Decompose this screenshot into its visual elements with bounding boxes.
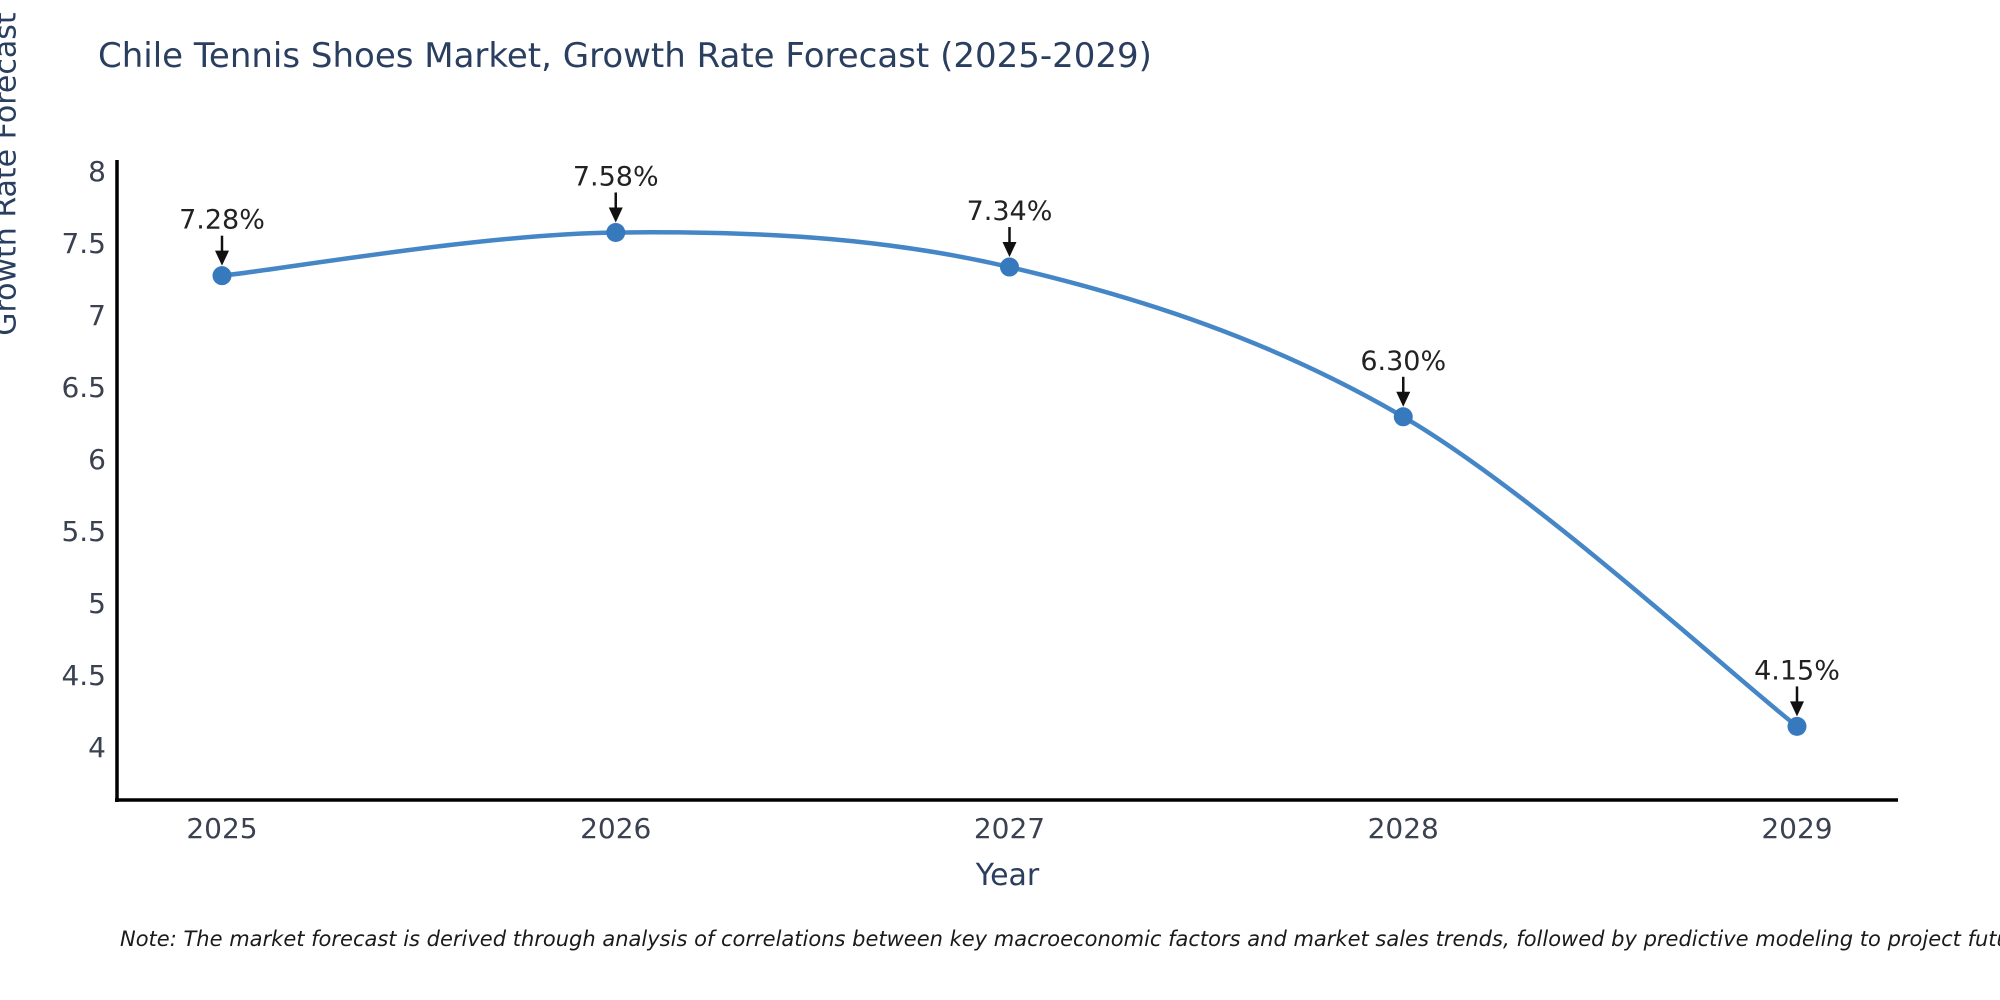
data-point-marker (606, 222, 626, 242)
x-tick-label: 2025 (186, 812, 257, 845)
data-point-label: 4.15% (1754, 655, 1840, 686)
annotation-arrowhead-icon (1396, 391, 1411, 407)
y-tick-label: 4.5 (61, 659, 106, 692)
data-point-marker (1393, 407, 1413, 427)
annotation-arrowhead-icon (608, 207, 623, 223)
y-axis-title: Growth Rate Forecast (0, 12, 24, 336)
data-point-label: 7.34% (967, 196, 1053, 227)
y-tick-label: 8 (88, 155, 106, 188)
y-tick-label: 7.5 (61, 227, 106, 260)
y-tick-label: 4 (88, 731, 106, 764)
y-tick-label: 5.5 (61, 515, 106, 548)
x-axis-title: Year (975, 858, 1040, 893)
y-tick-label: 5 (88, 587, 106, 620)
x-tick-label: 2028 (1368, 812, 1439, 845)
data-point-label: 7.58% (573, 161, 659, 192)
chart-title: Chile Tennis Shoes Market, Growth Rate F… (98, 36, 1152, 76)
y-tick-label: 6 (88, 443, 106, 476)
y-tick-label: 6.5 (61, 371, 106, 404)
data-point-marker (1000, 257, 1019, 277)
x-tick-label: 2029 (1761, 812, 1832, 845)
x-tick-label: 2027 (974, 812, 1045, 845)
data-point-marker (1787, 716, 1807, 736)
annotation-arrowhead-icon (1790, 701, 1804, 717)
y-tick-label: 7 (88, 299, 106, 332)
annotation-arrowhead-icon (1002, 242, 1017, 258)
data-point-label: 7.28% (179, 205, 265, 236)
x-tick-label: 2026 (580, 812, 651, 845)
footnote: Note: The market forecast is derived thr… (120, 927, 2000, 951)
series-line (219, 230, 1800, 729)
annotation-arrowhead-icon (215, 250, 229, 266)
data-point-marker (212, 266, 232, 286)
data-point-label: 6.30% (1360, 346, 1446, 377)
